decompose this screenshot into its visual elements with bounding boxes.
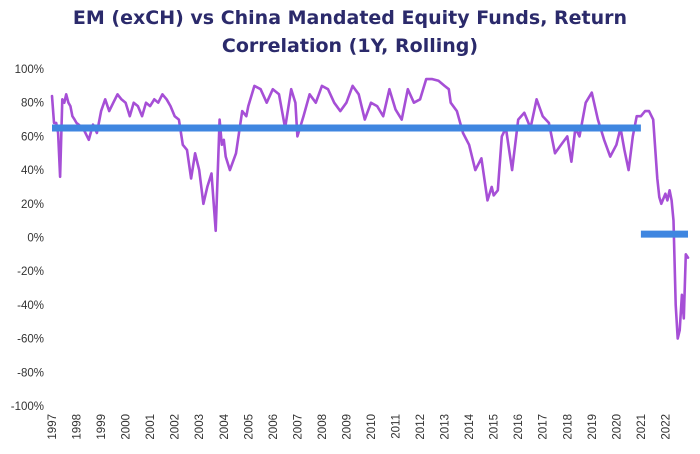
y-tick-label: -40% xyxy=(17,300,44,312)
x-tick-label: 2007 xyxy=(292,414,304,440)
x-tick-label: 2009 xyxy=(341,414,353,440)
y-tick-label: 80% xyxy=(21,98,44,110)
x-tick-label: 2022 xyxy=(660,414,672,440)
x-tick-label: 2003 xyxy=(194,414,206,440)
x-tick-label: 2016 xyxy=(513,414,525,440)
chart-title-line-2: Correlation (1Y, Rolling) xyxy=(221,35,479,57)
y-tick-label: -80% xyxy=(17,367,44,379)
x-tick-label: 2001 xyxy=(145,414,157,440)
x-tick-label: 2008 xyxy=(317,414,329,440)
x-tick-label: 2021 xyxy=(636,414,648,440)
series-layer xyxy=(50,77,690,340)
chart-title: EM (exCH) vs China Mandated Equity Funds… xyxy=(0,4,700,60)
x-tick-label: 2014 xyxy=(464,413,476,439)
x-tick-label: 2011 xyxy=(391,414,403,439)
y-tick-label: 60% xyxy=(21,131,44,143)
x-tick-label: 1999 xyxy=(96,414,108,440)
x-tick-label: 2012 xyxy=(415,414,427,440)
x-tick-label: 2018 xyxy=(562,414,574,440)
x-tick-label: 2015 xyxy=(489,414,501,440)
chart-title-line-1: EM (exCH) vs China Mandated Equity Funds… xyxy=(72,7,628,29)
x-axis-tick-labels: 1997 1998 1999 2000 2001 2002 2003 2004 2005 2006… xyxy=(47,413,672,439)
y-tick-label: 100% xyxy=(15,64,44,76)
x-tick-label: 1998 xyxy=(72,414,84,440)
y-tick-label: -100% xyxy=(11,401,44,413)
x-tick-label: 2019 xyxy=(587,414,599,440)
x-tick-label: 2002 xyxy=(170,414,182,440)
series-line xyxy=(50,77,690,340)
reference-bars xyxy=(52,124,688,238)
y-tick-label: -60% xyxy=(17,334,44,346)
x-tick-label: 2017 xyxy=(538,414,550,440)
x-tick-label: 2005 xyxy=(243,414,255,440)
x-tick-label: 2006 xyxy=(268,414,280,440)
x-tick-label: 2010 xyxy=(366,414,378,440)
y-tick-label: 20% xyxy=(21,199,44,211)
x-tick-label: 2004 xyxy=(219,413,231,439)
y-tick-label: 40% xyxy=(21,165,44,177)
x-tick-label: 2000 xyxy=(121,414,133,440)
y-tick-label: -20% xyxy=(17,266,44,278)
y-axis-tick-labels: 100% 80% 60% 40% 20% 0% -20% -40% -60% -80% -100% xyxy=(11,64,44,413)
x-tick-label: 2013 xyxy=(440,414,452,440)
x-tick-label: 1997 xyxy=(47,414,59,440)
x-tick-label: 2020 xyxy=(611,414,623,440)
y-tick-label: 0% xyxy=(27,233,44,245)
